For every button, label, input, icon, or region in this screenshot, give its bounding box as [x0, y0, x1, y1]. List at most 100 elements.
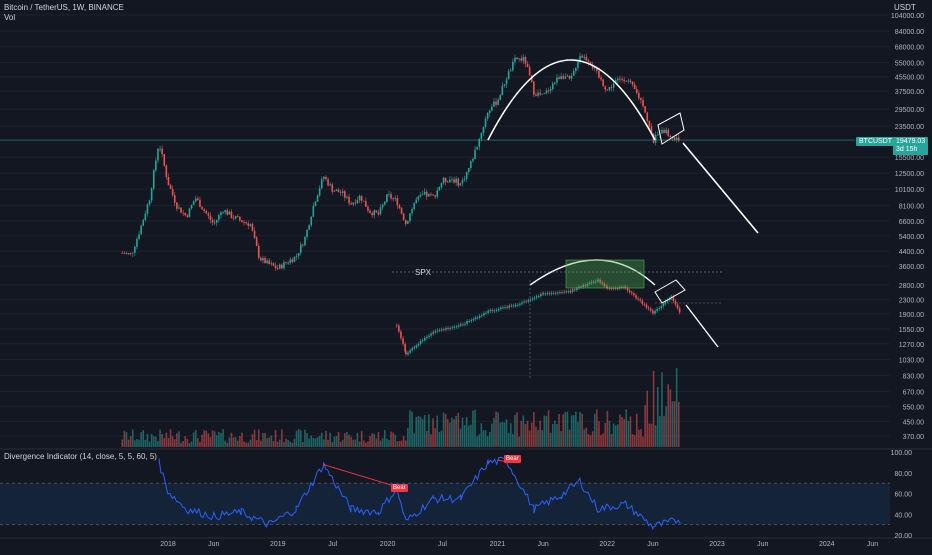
volume-bar	[646, 390, 649, 447]
candle-body	[619, 78, 621, 80]
candle-body	[535, 94, 537, 96]
spx-candle	[460, 324, 462, 326]
candle-body	[381, 204, 384, 208]
candle-body	[209, 215, 212, 220]
volume-bar	[562, 414, 565, 447]
volume-bar	[285, 438, 287, 447]
spx-candle	[563, 291, 565, 293]
volume-bar	[211, 430, 214, 447]
spx-candle	[519, 303, 521, 305]
candle-body	[461, 179, 464, 184]
volume-bar	[575, 411, 577, 447]
volume-bar	[558, 414, 560, 447]
spx-candle	[586, 283, 589, 286]
volume-bar	[134, 440, 136, 447]
spx-candle	[633, 293, 635, 296]
candle-body	[610, 86, 613, 88]
spx-candle	[485, 312, 487, 314]
candle-body	[474, 149, 476, 160]
price-tick-18: 2300.00	[899, 298, 924, 305]
volume-bar	[512, 434, 514, 447]
candle-body	[354, 202, 357, 204]
candle-body	[327, 179, 329, 186]
candle-body	[159, 148, 161, 150]
volume-bar	[650, 423, 653, 447]
spx-candle	[430, 333, 432, 336]
candle-body	[470, 161, 472, 168]
candle-body	[541, 93, 544, 95]
volume-bar	[528, 430, 531, 447]
candle-body	[516, 57, 518, 60]
spx-candle	[574, 289, 576, 291]
spx-candle	[652, 311, 654, 314]
volume-bar	[243, 441, 245, 447]
volume-bar	[675, 367, 678, 447]
price-tick-20: 1550.00	[899, 327, 924, 334]
volume-bar	[161, 434, 163, 447]
spx-candle	[678, 308, 681, 313]
volume-bar	[461, 417, 464, 447]
volume-bar	[140, 432, 142, 447]
spx-candle	[588, 282, 591, 284]
candle-body	[320, 179, 323, 189]
candle-body	[169, 185, 172, 189]
volume-bar	[388, 440, 390, 447]
volume-bar	[543, 415, 546, 447]
candle-body	[528, 66, 531, 76]
volume-bar	[356, 432, 359, 447]
spx-candle	[664, 301, 667, 304]
volume-bar	[488, 432, 491, 447]
volume-bar	[262, 433, 264, 447]
spx-candle	[478, 315, 481, 318]
spx-candle	[409, 350, 411, 353]
candle-body	[260, 257, 262, 261]
candle-body	[369, 210, 371, 214]
spx-candle	[610, 288, 613, 290]
spx-candle	[476, 317, 479, 319]
volume-bar	[644, 404, 646, 447]
volume-bar	[274, 430, 277, 447]
volume-bar	[516, 412, 518, 447]
volume-bar	[213, 431, 216, 447]
candle-body	[234, 216, 237, 219]
spx-candle	[434, 331, 437, 333]
price-tick-25: 550.00	[903, 404, 925, 411]
volume-bar	[442, 412, 445, 447]
candle-body	[356, 199, 359, 204]
volume-bar	[306, 433, 308, 447]
volume-bar	[493, 418, 495, 447]
volume-bar	[144, 439, 147, 447]
volume-bar	[518, 436, 520, 447]
volume-bar	[323, 439, 325, 447]
volume-bar	[428, 414, 430, 447]
volume-bar	[677, 401, 680, 447]
price-tick-1: 84000.00	[895, 29, 924, 36]
candle-body	[472, 159, 474, 162]
candle-body	[413, 203, 415, 209]
spx-candle	[472, 319, 475, 321]
volume-bar	[419, 416, 422, 447]
candle-body	[165, 165, 168, 178]
time-tick-7: Jun	[538, 541, 549, 548]
volume-bar	[171, 436, 174, 447]
volume-bar	[480, 423, 483, 447]
volume-bar	[314, 438, 317, 447]
time-tick-8: 2022	[599, 541, 615, 548]
candle-body	[633, 84, 636, 89]
bar-countdown: 3d 15h	[896, 146, 918, 153]
volume-bar	[339, 441, 342, 447]
candle-body	[182, 212, 184, 214]
spx-candle	[455, 326, 458, 328]
candle-body	[669, 135, 672, 138]
price-tick-14: 5400.00	[899, 234, 924, 241]
price-tick-26: 450.00	[903, 419, 925, 426]
volume-bar	[503, 422, 506, 447]
candle-body	[465, 172, 468, 179]
volume-bar	[138, 439, 140, 447]
candle-body	[205, 211, 208, 214]
volume-bar	[585, 427, 588, 447]
candle-body	[673, 137, 676, 140]
osc-band	[0, 483, 890, 525]
